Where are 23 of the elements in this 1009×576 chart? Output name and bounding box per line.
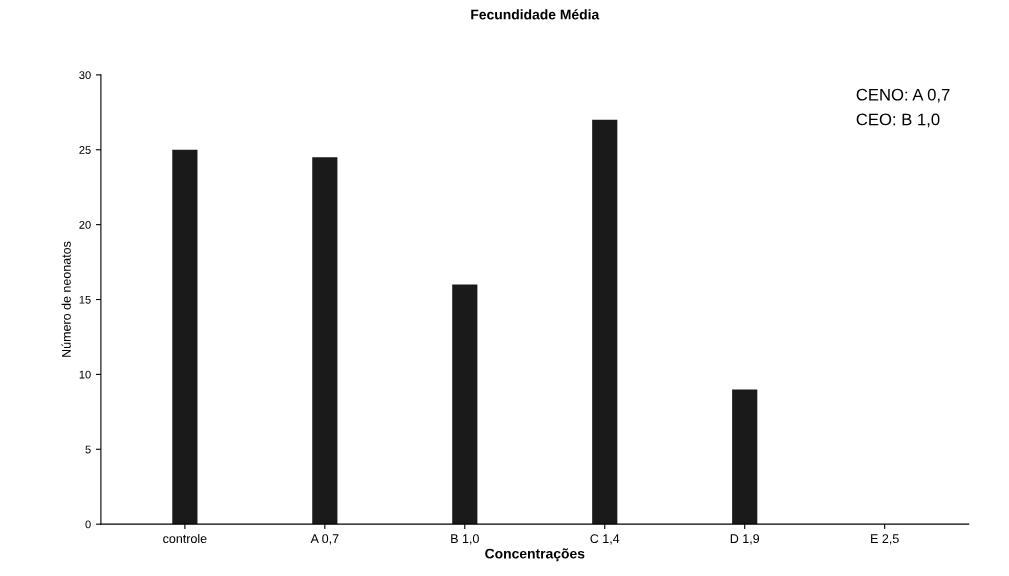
bar	[312, 157, 338, 525]
y-tick-label: 30	[79, 71, 91, 80]
x-tick-label: controle	[163, 533, 207, 544]
y-tick-label: 25	[79, 146, 91, 154]
y-tick-label: 5	[85, 445, 91, 454]
x-tick-label: C 1,4	[590, 534, 620, 545]
y-axis-title: Número de neonatos	[61, 241, 71, 357]
y-tick-label: 20	[79, 220, 91, 229]
y-tick-label: 10	[79, 370, 91, 379]
annotation: CENO: A 0,7	[856, 88, 950, 103]
bar	[452, 284, 478, 525]
annotation: CEO: B 1,0	[856, 113, 940, 128]
x-tick-label: B 1,0	[451, 534, 479, 545]
bar	[172, 149, 198, 525]
y-tick-label: 0	[85, 520, 91, 529]
x-tick-label: A 0,7	[310, 534, 339, 545]
bar	[732, 389, 758, 525]
x-tick-label: E 2,5	[871, 534, 899, 545]
x-tick-label: D 1,9	[730, 534, 760, 545]
chart-title: Fecundidade Média	[471, 9, 600, 20]
bar	[592, 119, 618, 525]
x-axis-title: Concentrações	[485, 548, 585, 562]
y-tick-label: 15	[79, 295, 91, 304]
